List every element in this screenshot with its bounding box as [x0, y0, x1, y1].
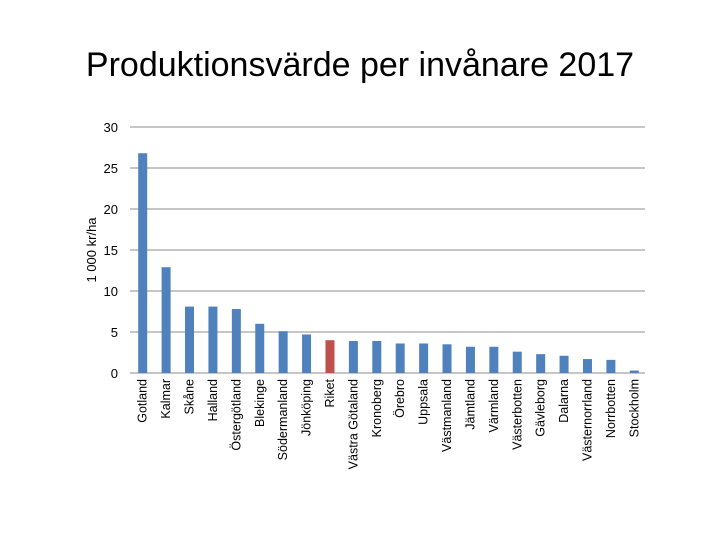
- bar-j-nk-ping: [302, 334, 312, 373]
- category-label: Blekinge: [253, 379, 267, 427]
- category-label: Västmanland: [440, 379, 454, 452]
- bar-halland: [208, 306, 218, 373]
- bar-uppsala: [419, 343, 429, 373]
- bar-kronoberg: [372, 341, 382, 373]
- category-label: Västerbotten: [510, 379, 524, 450]
- bar-v-sternorrland: [582, 359, 592, 373]
- category-label: Kalmar: [159, 379, 173, 419]
- category-label: Värmland: [487, 379, 501, 433]
- bar-gotland: [138, 153, 148, 373]
- category-label: Stockholm: [627, 379, 641, 437]
- bar-stockholm: [629, 370, 639, 373]
- bar-sk-ne: [185, 306, 195, 373]
- category-label: Västernorrland: [580, 379, 594, 461]
- category-labels: Gotland Kalmar Skåne Halland Östergötland Ble…: [136, 378, 642, 469]
- y-tick-label: 25: [104, 161, 118, 176]
- y-axis-label: 1 000 kr/ha: [84, 217, 99, 283]
- bars: [138, 153, 639, 373]
- category-label: Östergötland: [229, 379, 243, 451]
- category-label: Jönköping: [300, 379, 314, 436]
- y-tick-label: 20: [104, 202, 118, 217]
- y-tick-label: 5: [111, 325, 118, 340]
- category-label: Jämtland: [463, 379, 477, 430]
- bar-v-sterbotten: [512, 351, 522, 373]
- y-axis-ticks: 0 5 10 15 20 25 30: [104, 120, 118, 381]
- chart-title: Produktionsvärde per invånare 2017: [85, 46, 635, 84]
- category-label: Uppsala: [417, 379, 431, 425]
- category-label: Dalarna: [557, 379, 571, 423]
- gridlines: [130, 126, 645, 374]
- category-label: Gotland: [136, 379, 150, 423]
- bar-riket: [325, 340, 335, 373]
- bar-v-stmanland: [442, 344, 452, 373]
- category-label: Norrbotten: [604, 379, 618, 438]
- category-label: Gävleborg: [534, 379, 548, 437]
- bar-g-vleborg: [536, 354, 546, 373]
- category-label: Halland: [206, 379, 220, 421]
- category-label: Skåne: [183, 379, 197, 414]
- category-label: Södermanland: [276, 379, 290, 460]
- y-tick-label: 10: [104, 284, 118, 299]
- bar-kalmar: [161, 267, 171, 373]
- category-label: Örebro: [393, 379, 407, 418]
- bar--sterg-tland: [231, 309, 241, 373]
- bar-norrbotten: [606, 359, 616, 373]
- bar-v-rmland: [489, 346, 499, 373]
- y-tick-label: 15: [104, 243, 118, 258]
- category-label: Västra Götaland: [346, 379, 360, 469]
- bar-v-stra-g-taland: [348, 341, 358, 373]
- bar-dalarna: [559, 355, 569, 373]
- category-label: Riket: [323, 378, 337, 407]
- bar-j-mtland: [465, 346, 475, 373]
- y-tick-label: 30: [104, 120, 118, 135]
- bar--rebro: [395, 343, 405, 373]
- y-tick-label: 0: [111, 366, 118, 381]
- category-label: Kronoberg: [370, 379, 384, 437]
- bar-blekinge: [255, 323, 265, 373]
- bar-s-dermanland: [278, 331, 288, 373]
